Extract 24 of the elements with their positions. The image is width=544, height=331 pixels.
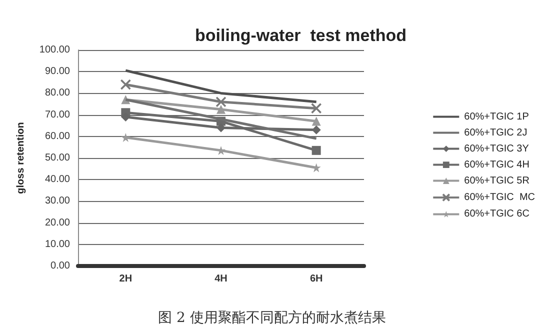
y-tick-label: 100.00 bbox=[39, 44, 70, 56]
y-tick-label: 10.00 bbox=[44, 238, 70, 250]
y-tick-label: 70.00 bbox=[44, 109, 70, 120]
chart-title: boiling-water test method bbox=[195, 26, 407, 45]
legend-label: 60%+TGIC MC bbox=[464, 192, 536, 203]
y-tick-label: 40.00 bbox=[44, 174, 70, 186]
legend-label: 60%+TGIC 3Y bbox=[464, 143, 530, 154]
x-tick-label: 6H bbox=[310, 274, 323, 284]
legend-label: 60%+TGIC 1P bbox=[464, 111, 530, 122]
caption: 图 2 使用聚酯不同配方的耐水煮结果 bbox=[158, 310, 386, 326]
y-tick-label: 30.00 bbox=[44, 196, 70, 207]
x-tick-label: 4H bbox=[214, 274, 228, 284]
y-tick-label: 0.00 bbox=[50, 260, 70, 272]
legend-label: 60%+TGIC 4H bbox=[464, 159, 530, 170]
y-tick-label: 20.00 bbox=[44, 217, 70, 228]
legend-label: 60%+TGIC 5R bbox=[464, 175, 530, 186]
y-tick-label: 90.00 bbox=[44, 66, 70, 78]
legend-label: 60%+TGIC 2J bbox=[464, 127, 528, 138]
legend-label: 60%+TGIC 6C bbox=[464, 208, 530, 220]
y-tick-label: 80.00 bbox=[44, 88, 70, 99]
y-tick-label: 50.00 bbox=[44, 152, 70, 164]
y-tick-label: 60.00 bbox=[44, 130, 70, 142]
y-axis-title: gloss retention bbox=[16, 122, 26, 194]
x-tick-label: 2H bbox=[119, 274, 132, 284]
